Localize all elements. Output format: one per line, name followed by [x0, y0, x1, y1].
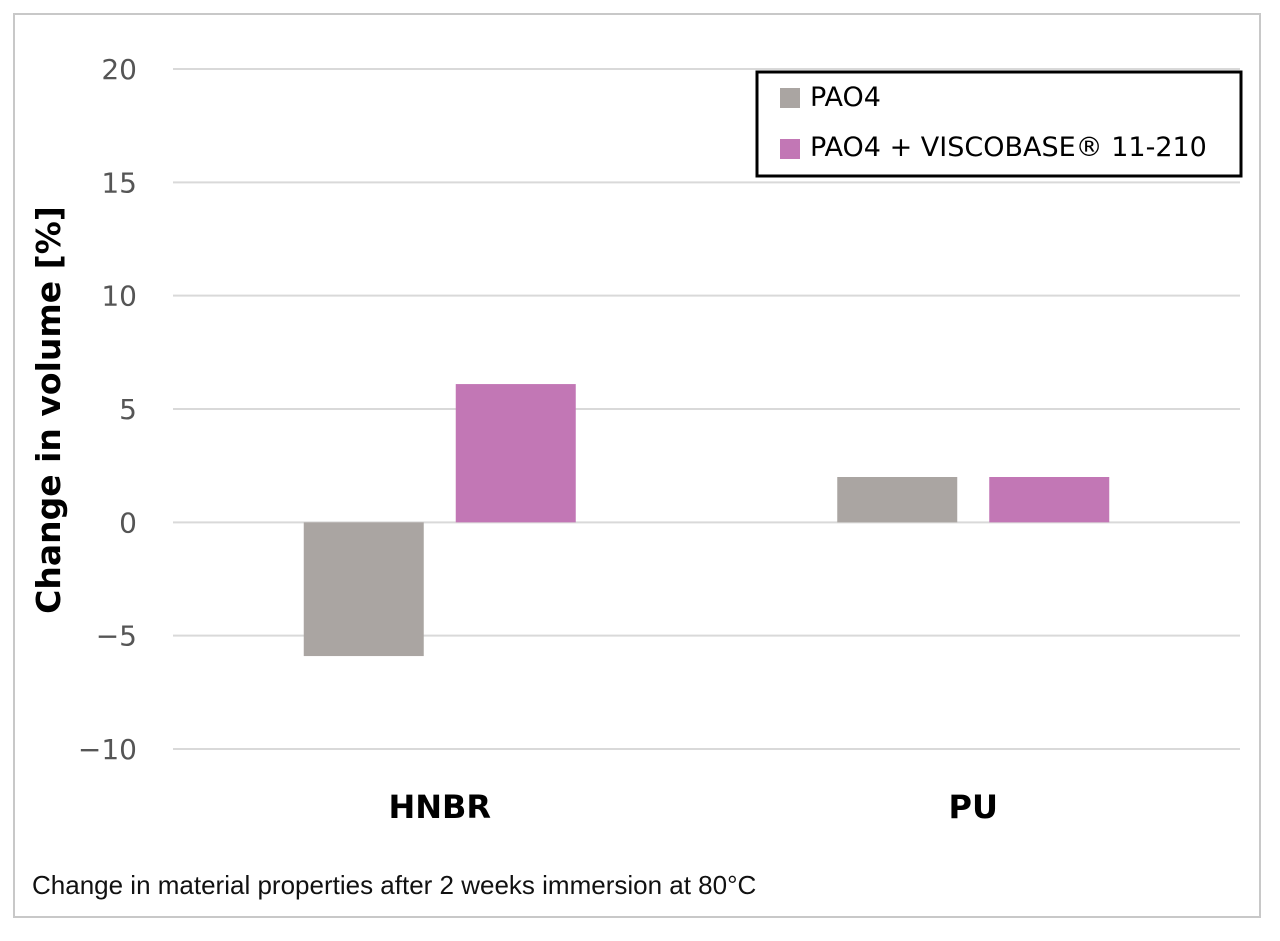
- bar-hnbr-series-0: [303, 522, 424, 657]
- bars: [303, 384, 1110, 657]
- chart-caption: Change in material properties after 2 we…: [32, 870, 757, 900]
- x-tick-label: HNBR: [388, 788, 491, 826]
- x-tick-label: PU: [949, 788, 998, 826]
- y-axis-label: Change in volume [%]: [29, 206, 68, 614]
- y-tick-labels: 20 15 10 5 0 −5 −10: [78, 53, 137, 766]
- y-tick-label: −10: [78, 733, 137, 766]
- y-tick-label: 10: [101, 280, 137, 313]
- y-tick-label: 0: [119, 506, 137, 539]
- legend-label-pao4: PAO4: [810, 82, 881, 113]
- legend-label-pao4-viscobase: PAO4 + VISCOBASE® 11-210: [810, 132, 1207, 163]
- legend: PAO4 PAO4 + VISCOBASE® 11-210: [755, 70, 1243, 178]
- y-tick-label: 15: [101, 166, 137, 199]
- bar-hnbr-series-1: [455, 384, 576, 523]
- y-tick-label: 5: [119, 393, 137, 426]
- legend-box: [755, 70, 1243, 178]
- x-tick-labels: HNBR PU: [388, 788, 998, 826]
- y-tick-label: 20: [101, 53, 137, 86]
- legend-swatch-pao4-viscobase: [780, 139, 800, 159]
- bar-pu-series-0: [837, 477, 958, 523]
- legend-swatch-pao4: [780, 88, 800, 108]
- bar-pu-series-1: [989, 477, 1110, 523]
- y-tick-label: −5: [96, 620, 137, 653]
